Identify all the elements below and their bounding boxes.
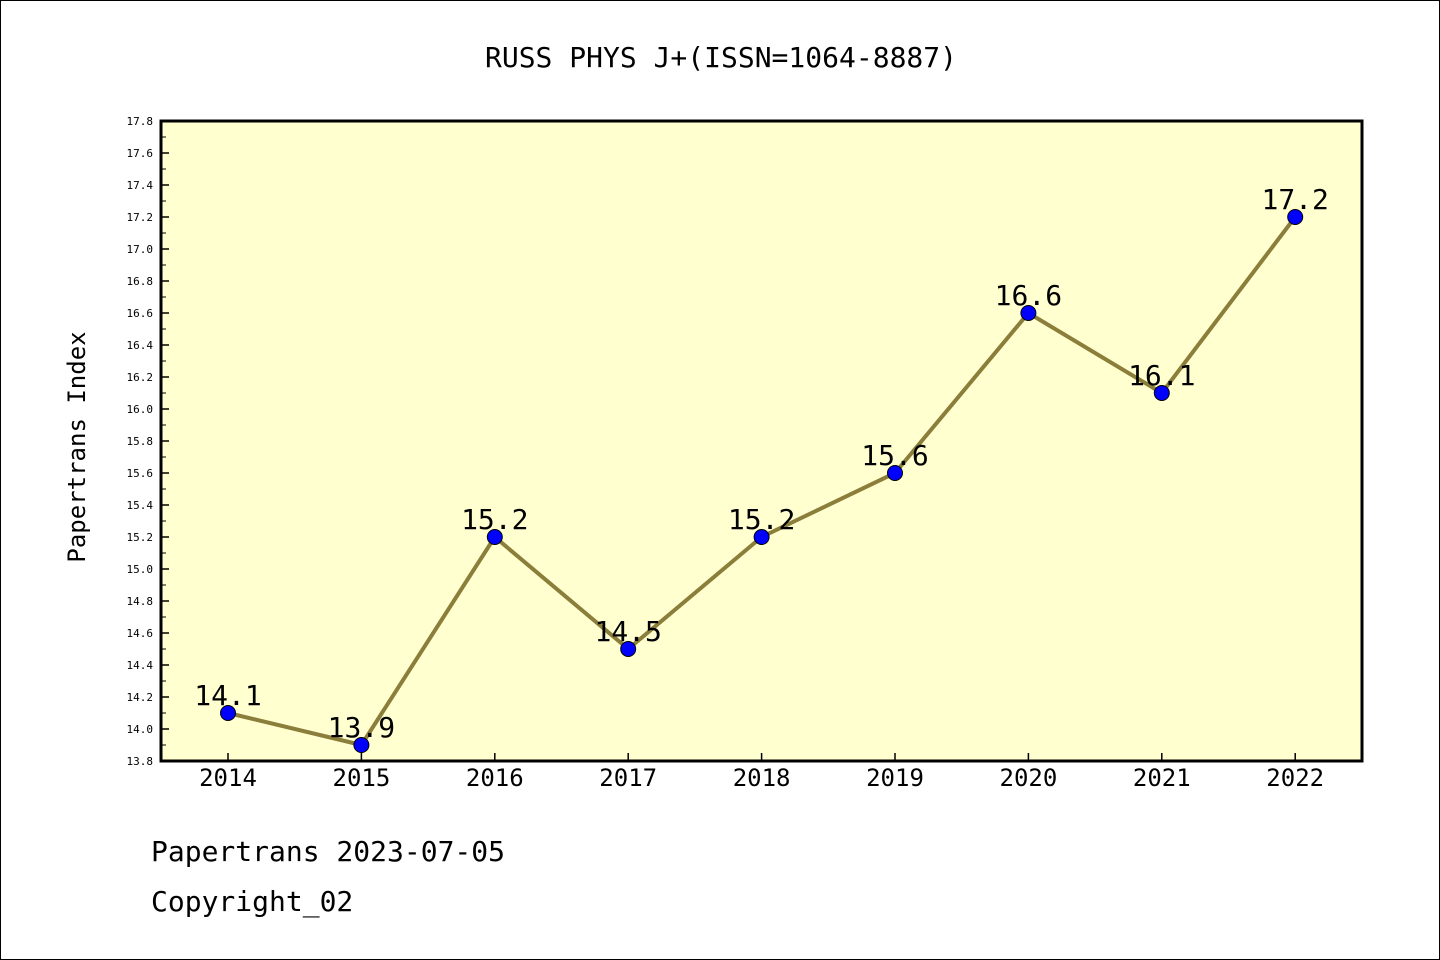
y-tick-label: 16.2 (127, 371, 154, 384)
y-tick-label: 16.4 (127, 339, 154, 352)
y-tick-label: 16.8 (127, 275, 154, 288)
x-tick-label: 2019 (866, 764, 924, 792)
y-tick-label: 14.4 (127, 659, 154, 672)
x-tick-label: 2014 (199, 764, 257, 792)
x-tick-label: 2021 (1133, 764, 1191, 792)
x-axis-ticks: 2014 2015 2016 2017 2018 2019 2020 2021 2022 (199, 753, 1324, 792)
series-group: 14.1 13.9 15.2 14.5 15.2 15.6 16.6 16.1 17.2 (194, 183, 1329, 753)
y-tick-label: 14.6 (127, 627, 154, 640)
y-tick-label: 14.0 (127, 723, 154, 736)
x-tick-label: 2015 (333, 764, 391, 792)
data-point-marker (620, 641, 637, 657)
y-tick-label: 15.2 (127, 531, 154, 544)
data-point-marker (220, 705, 236, 721)
data-point-marker (1020, 305, 1037, 321)
data-point-marker (353, 737, 370, 753)
y-axis-label: Papertrans Index (63, 331, 91, 562)
footer-date-text: Papertrans 2023-07-05 (151, 835, 506, 868)
footer-copyright-text: Copyright_02 (151, 885, 354, 918)
y-tick-label: 13.8 (127, 755, 154, 768)
data-label: 15.6 (861, 439, 928, 472)
plot-area (159, 119, 1364, 763)
data-label: 13.9 (328, 711, 395, 744)
y-tick-label: 16.6 (127, 307, 154, 320)
x-tick-label: 2018 (733, 764, 791, 792)
y-tick-label: 15.8 (127, 435, 154, 448)
data-point-marker (1287, 209, 1304, 225)
data-label: 17.2 (1261, 183, 1328, 216)
data-label: 14.5 (594, 615, 661, 648)
data-label: 14.1 (194, 679, 261, 712)
x-tick-label: 2016 (466, 764, 524, 792)
y-tick-label: 17.0 (127, 243, 154, 256)
x-tick-label: 2017 (599, 764, 657, 792)
y-tick-label: 17.8 (127, 115, 154, 128)
x-tick-label: 2022 (1266, 764, 1324, 792)
y-tick-label: 17.2 (127, 211, 154, 224)
data-point-marker (753, 529, 770, 545)
data-label: 15.2 (728, 503, 795, 536)
y-tick-label: 15.0 (127, 563, 154, 576)
y-axis-ticks: 13.8 14.0 14.2 14.4 14.6 14.8 15.0 15.2 15.4 15.6… (127, 115, 169, 768)
y-tick-label: 14.8 (127, 595, 154, 608)
data-label: 16.6 (995, 279, 1062, 312)
y-tick-label: 17.6 (127, 147, 154, 160)
data-label: 15.2 (461, 503, 528, 536)
y-tick-label: 17.4 (127, 179, 154, 192)
x-tick-label: 2020 (1000, 764, 1058, 792)
y-tick-label: 15.4 (127, 499, 154, 512)
data-label: 16.1 (1128, 359, 1195, 392)
y-tick-label: 16.0 (127, 403, 154, 416)
y-tick-label: 14.2 (127, 691, 154, 704)
y-tick-label: 15.6 (127, 467, 154, 480)
chart-title: RUSS PHYS J+(ISSN=1064-8887) (485, 41, 957, 74)
data-point-marker (486, 529, 503, 545)
data-point-marker (887, 465, 903, 481)
data-point-marker (1153, 385, 1170, 401)
